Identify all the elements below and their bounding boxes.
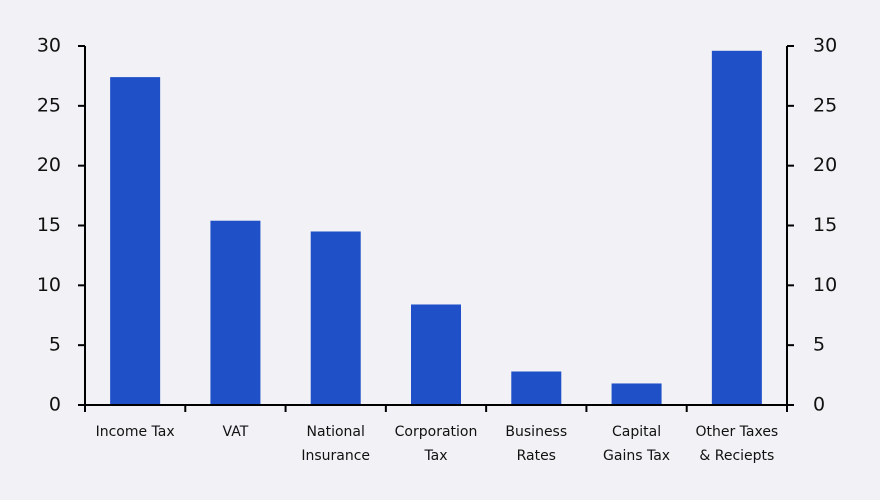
x-tick-label: Other Taxes <box>695 424 778 440</box>
bar <box>110 77 161 405</box>
y2-tick-label: 20 <box>813 154 837 176</box>
y-tick-label: 5 <box>49 334 61 356</box>
bar <box>511 371 562 405</box>
y2-tick-label: 30 <box>813 35 837 57</box>
x-tick-label: VAT <box>223 424 249 440</box>
bar <box>210 220 261 405</box>
x-tick-label: Tax <box>423 448 447 464</box>
y-tick-label: 15 <box>37 214 61 236</box>
x-tick-label: Corporation <box>395 424 478 440</box>
y-tick-label: 10 <box>37 274 61 296</box>
bar <box>310 231 361 405</box>
y2-tick-label: 15 <box>813 214 837 236</box>
x-tick-label: Rates <box>517 448 556 464</box>
x-tick-label: Income Tax <box>96 424 175 440</box>
y2-tick-label: 0 <box>813 394 825 416</box>
x-tick-label: National <box>307 424 365 440</box>
x-tick-label: Insurance <box>301 448 370 464</box>
bar <box>411 304 461 405</box>
x-tick-label: Business <box>505 424 567 440</box>
x-tick-label: Gains Tax <box>603 448 670 464</box>
x-tick-label: Capital <box>612 424 661 440</box>
y-tick-label: 25 <box>37 94 61 116</box>
bar <box>611 383 662 405</box>
x-tick-label: & Reciepts <box>699 448 774 464</box>
y2-tick-label: 5 <box>813 334 825 356</box>
bar <box>711 50 762 405</box>
y2-tick-label: 25 <box>813 94 837 116</box>
y2-tick-label: 10 <box>813 274 837 296</box>
y-tick-label: 30 <box>37 35 61 57</box>
y-tick-label: 0 <box>49 394 61 416</box>
y-tick-label: 20 <box>37 154 61 176</box>
